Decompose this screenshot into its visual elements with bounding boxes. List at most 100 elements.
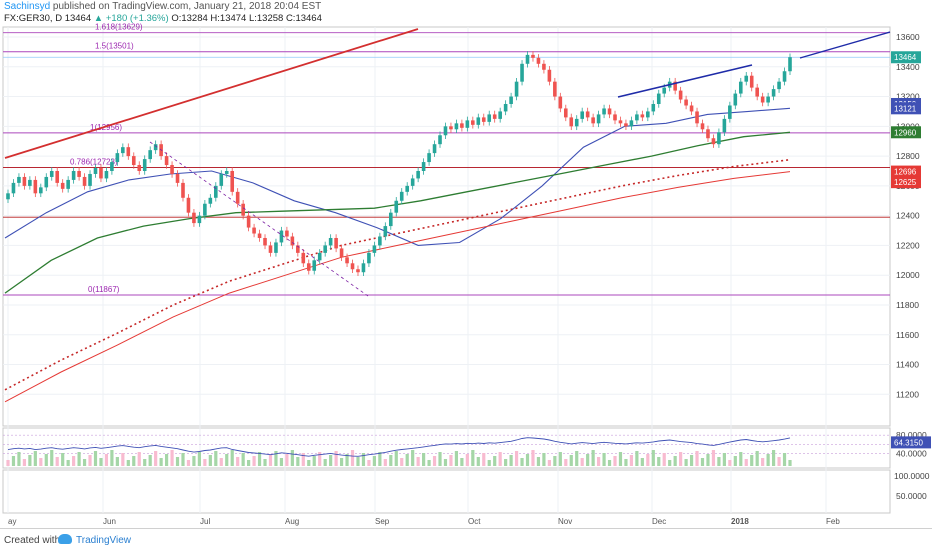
tradingview-link[interactable]: TradingView — [76, 535, 132, 546]
candle-body — [252, 227, 256, 234]
symbol-label: FX:GER30, D 13464 — [4, 13, 92, 24]
volume-bar — [115, 457, 119, 466]
candle-body — [339, 248, 344, 258]
candle-body — [635, 114, 639, 121]
volume-bar — [558, 452, 562, 466]
blue-trend-segment[interactable] — [617, 64, 753, 98]
volume-bar — [695, 451, 699, 466]
candle-body — [733, 93, 738, 106]
volume-bar — [602, 453, 606, 466]
price-tick-label: 11800 — [896, 300, 919, 310]
time-tick-label: Oct — [468, 517, 481, 526]
volume-bar — [673, 456, 677, 466]
candle-body — [334, 237, 338, 249]
price-tick-label: 12400 — [896, 211, 920, 221]
candle-body — [738, 81, 743, 94]
horizontal-lines — [3, 56, 890, 218]
price-badge-text: 12696 — [894, 168, 917, 177]
fib-level-label: 0(11867) — [88, 285, 120, 294]
candle-body — [547, 69, 552, 82]
volume-bar — [203, 459, 207, 466]
volume-bar — [285, 454, 289, 466]
volume-bar — [761, 458, 765, 466]
time-tick-label: Jun — [103, 517, 116, 526]
volume-bar — [22, 459, 27, 466]
candle-body — [356, 269, 360, 273]
price-tick-label: 12200 — [896, 240, 920, 250]
candle-body — [186, 197, 191, 213]
volume-bar — [77, 452, 81, 466]
candle-body — [328, 237, 333, 246]
price-badge-text: 12960 — [894, 128, 917, 137]
price-tick-label: 11200 — [896, 389, 919, 399]
footer: Created with TradingView — [0, 528, 932, 551]
red-trend-line[interactable] — [4, 28, 419, 159]
candle-body — [471, 120, 475, 125]
volume-bar — [137, 452, 141, 466]
volume-bar — [225, 454, 229, 466]
sma-red-line — [4, 171, 791, 403]
volume-bar — [126, 460, 130, 466]
price-badge — [891, 176, 921, 189]
volume-bar — [460, 458, 464, 466]
candle-body — [208, 197, 213, 204]
volume-bar — [722, 453, 726, 466]
candle-body — [427, 153, 431, 163]
volume-bar — [110, 450, 114, 466]
time-tick-label: Nov — [558, 517, 572, 526]
candle-body — [11, 182, 16, 194]
candle-body — [766, 96, 770, 103]
sma-red-dotted-line — [4, 158, 791, 391]
volume-tick-label: 100.0000 — [894, 471, 930, 481]
volume-bar — [482, 453, 486, 466]
candle-body — [399, 191, 404, 201]
candle-body — [487, 114, 492, 122]
volume-bar — [750, 455, 754, 466]
ohlc-label: O:13284 H:13474 L:13258 C:13464 — [171, 13, 322, 24]
author-link[interactable]: Sachinsyd — [4, 1, 51, 12]
candle-body — [782, 71, 787, 82]
volume-bar — [443, 459, 448, 466]
volume-bar — [613, 456, 617, 466]
volume-bar — [236, 457, 240, 466]
candle-body — [17, 176, 21, 183]
candle-body — [317, 252, 322, 261]
price-tick-label: 12800 — [896, 151, 920, 161]
candle-body — [192, 212, 196, 224]
volume-bar — [241, 453, 245, 466]
volume-bar — [493, 456, 497, 466]
volume-bar — [170, 450, 174, 466]
time-axis[interactable]: ay Jun Jul Aug Sep Oct Nov Dec 2018 Feb — [8, 517, 840, 526]
volume-bar — [624, 459, 628, 466]
candle-body — [465, 120, 470, 128]
candle-body — [88, 173, 92, 186]
volume-bar — [504, 459, 508, 466]
volume-pane[interactable] — [2, 469, 891, 514]
volume-bar — [301, 453, 305, 466]
rsi-badge — [891, 436, 931, 449]
blue-trend-line[interactable] — [799, 31, 891, 59]
volume-bar — [148, 455, 152, 466]
candle-body — [684, 99, 688, 106]
volume-bar — [400, 458, 404, 466]
volume-bar — [66, 460, 70, 466]
candle-body — [214, 185, 218, 198]
volume-bar — [607, 460, 612, 466]
time-tick-label: Feb — [826, 517, 840, 526]
volume-bar — [706, 454, 710, 466]
volume-bar — [219, 458, 223, 466]
change-label: ▲ +180 (+1.36%) — [93, 13, 169, 24]
candle-body — [498, 111, 502, 119]
volume-bar — [717, 457, 721, 466]
candle-body — [345, 257, 349, 264]
candle-body — [574, 118, 579, 127]
volume-bar — [564, 459, 568, 466]
volume-bar — [432, 456, 437, 466]
candle-body — [241, 203, 245, 216]
volume-bar — [104, 454, 109, 466]
volume-bar — [646, 454, 650, 466]
volume-bar — [268, 455, 273, 466]
candle-body — [203, 203, 207, 216]
volume-bar — [739, 452, 743, 466]
